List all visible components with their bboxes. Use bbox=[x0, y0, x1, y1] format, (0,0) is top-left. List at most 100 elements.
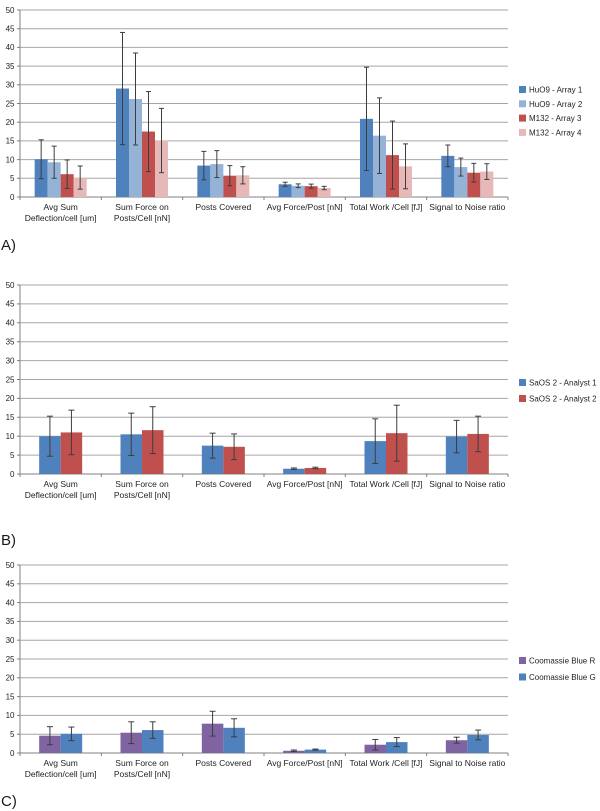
y-tick-label: 45 bbox=[6, 580, 15, 589]
y-tick-label: 0 bbox=[10, 470, 15, 479]
y-tick-label: 5 bbox=[10, 730, 15, 739]
bar-chart-b: 0 5 10 15 20 25 30 35 40 45 50 Avg SumDeflection/ce… bbox=[6, 281, 598, 500]
bar bbox=[201, 445, 224, 474]
legend-label: Coomassie Blue G bbox=[529, 673, 596, 682]
y-tick-label: 15 bbox=[6, 413, 15, 422]
bar bbox=[467, 433, 489, 474]
category-label: Posts Covered bbox=[195, 758, 251, 768]
y-tick-label: 40 bbox=[6, 598, 15, 607]
y-tick-label: 40 bbox=[6, 319, 15, 328]
y-tick-label: 50 bbox=[6, 281, 15, 290]
bar bbox=[223, 727, 245, 753]
legend-label: HuO9 - Array 1 bbox=[529, 86, 583, 95]
y-tick-label: 30 bbox=[6, 356, 15, 365]
bar bbox=[386, 742, 408, 753]
legend-label: M132 - Array 4 bbox=[529, 128, 582, 137]
y-tick-label: 10 bbox=[6, 711, 15, 720]
legend-swatch bbox=[519, 673, 526, 681]
bar bbox=[445, 436, 468, 474]
legend-swatch bbox=[519, 86, 526, 93]
bar bbox=[283, 468, 305, 474]
bar-chart-a: 0 5 10 15 20 25 30 35 40 45 50 Avg SumDeflection/ce… bbox=[6, 6, 583, 223]
category-label: Sum Force on bbox=[115, 758, 169, 768]
bar-chart-c: 0 5 10 15 20 25 30 35 40 45 50 Avg SumDeflection/ce… bbox=[6, 561, 596, 779]
category-label: Sum Force on bbox=[115, 202, 169, 212]
chart-panel-c: 0 5 10 15 20 25 30 35 40 45 50 Avg Sum Deflection/ce… bbox=[0, 540, 600, 811]
y-tick-label: 20 bbox=[6, 674, 15, 683]
bar bbox=[60, 733, 83, 753]
category-label: Posts Covered bbox=[195, 202, 251, 212]
y-tick-label: 15 bbox=[6, 137, 15, 146]
category-label: Posts/Cell [nN] bbox=[114, 213, 170, 223]
category-label: Avg Force/Post [nN] bbox=[267, 758, 343, 768]
y-tick-label: 30 bbox=[6, 81, 15, 90]
category-label: Posts/Cell [nN] bbox=[114, 490, 170, 500]
y-tick-label: 50 bbox=[6, 561, 15, 570]
legend-swatch bbox=[519, 379, 526, 386]
bar bbox=[291, 185, 305, 197]
legend-swatch bbox=[519, 114, 526, 122]
chart-panel-b: 0 5 10 15 20 25 30 35 40 45 50 Avg Sum Deflection/ce… bbox=[0, 270, 600, 540]
y-tick-label: 25 bbox=[6, 655, 15, 664]
legend-label: Coomassie Blue R bbox=[529, 657, 595, 666]
y-tick-label: 35 bbox=[6, 617, 15, 626]
bar bbox=[304, 186, 318, 197]
y-tick-label: 30 bbox=[6, 636, 15, 645]
legend-label: HuO9 - Array 2 bbox=[529, 100, 583, 109]
y-tick-label: 35 bbox=[6, 62, 15, 71]
bar bbox=[467, 172, 481, 197]
bar bbox=[480, 171, 494, 197]
bar bbox=[210, 164, 224, 197]
legend-swatch bbox=[519, 100, 526, 108]
panel-label-a: A) bbox=[1, 237, 16, 254]
bar bbox=[278, 184, 292, 197]
y-tick-label: 20 bbox=[6, 394, 15, 403]
y-tick-label: 0 bbox=[10, 749, 15, 758]
y-tick-label: 45 bbox=[6, 300, 15, 309]
category-label: Avg Force/Post [nN] bbox=[267, 479, 343, 489]
bar bbox=[467, 734, 489, 753]
panel-label-c: C) bbox=[1, 793, 17, 810]
category-label: Posts/Cell [nN] bbox=[114, 769, 170, 779]
bar bbox=[317, 188, 331, 197]
bar bbox=[129, 99, 142, 197]
panel-label-b: B) bbox=[1, 532, 16, 549]
category-label: Total Work /Cell [fJ] bbox=[349, 202, 422, 212]
bar bbox=[142, 730, 164, 753]
y-tick-label: 20 bbox=[6, 118, 15, 127]
y-tick-label: 0 bbox=[10, 193, 15, 202]
y-tick-label: 15 bbox=[6, 692, 15, 701]
y-tick-label: 10 bbox=[6, 155, 15, 164]
y-tick-label: 50 bbox=[6, 6, 15, 15]
legend-label: M132 - Array 3 bbox=[529, 114, 582, 123]
legend-label: SaOS 2 - Analyst 2 bbox=[529, 395, 597, 404]
category-label: Total Work /Cell [fJ] bbox=[349, 758, 422, 768]
bar bbox=[223, 446, 245, 474]
category-label: Deflection/cell [um] bbox=[25, 490, 97, 500]
bar bbox=[454, 167, 468, 197]
chart-panel-a: 0 5 10 15 20 25 30 35 40 45 50 Avg Sum Deflection/ce… bbox=[0, 0, 600, 270]
y-tick-label: 45 bbox=[6, 25, 15, 34]
category-label: Signal to Noise ratio bbox=[429, 479, 505, 489]
bar bbox=[304, 467, 327, 474]
bar bbox=[197, 165, 211, 197]
bar bbox=[201, 723, 224, 753]
category-label: Deflection/cell [um] bbox=[25, 769, 97, 779]
category-label: Posts Covered bbox=[195, 479, 251, 489]
bar bbox=[445, 740, 468, 753]
bar bbox=[304, 749, 327, 753]
legend-label: SaOS 2 - Analyst 1 bbox=[529, 379, 597, 388]
y-tick-label: 35 bbox=[6, 338, 15, 347]
y-tick-label: 5 bbox=[10, 451, 15, 460]
category-label: Deflection/cell [um] bbox=[25, 213, 97, 223]
bar bbox=[223, 175, 237, 197]
bar bbox=[441, 155, 455, 197]
bar bbox=[47, 162, 61, 197]
category-label: Avg Force/Post [nN] bbox=[267, 202, 343, 212]
y-tick-label: 40 bbox=[6, 43, 15, 52]
bar bbox=[236, 175, 250, 197]
category-label: Total Work /Cell [fJ] bbox=[349, 479, 422, 489]
category-label: Sum Force on bbox=[115, 479, 169, 489]
y-tick-label: 25 bbox=[6, 375, 15, 384]
